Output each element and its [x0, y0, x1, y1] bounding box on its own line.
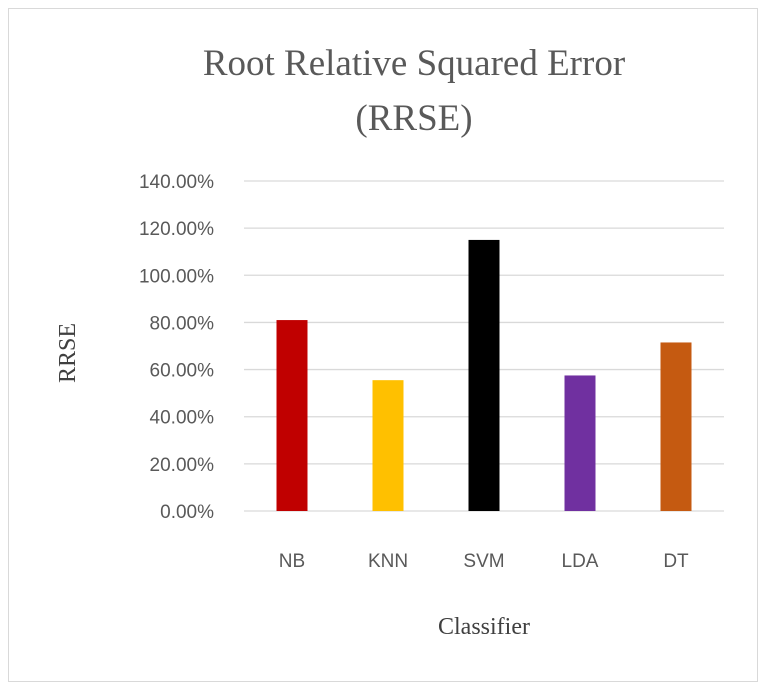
y-tick-label: 100.00%: [139, 266, 214, 287]
chart-title: Root Relative Squared Error (RRSE): [203, 43, 625, 139]
y-tick-label: 140.00%: [139, 172, 214, 193]
chart-title-line-1: Root Relative Squared Error: [203, 43, 625, 84]
y-tick-label: 20.00%: [150, 455, 215, 476]
bar-svm: [468, 239, 500, 511]
x-tick-label-svm: SVM: [463, 551, 504, 572]
x-axis-tick-labels: NB KNN SVM LDA DT: [279, 551, 689, 572]
bar-dt: [660, 342, 692, 511]
x-axis-title: Classifier: [438, 614, 530, 640]
chart-title-line-2: (RRSE): [355, 98, 472, 139]
y-axis-title: RRSE: [55, 323, 81, 383]
y-tick-label: 40.00%: [150, 408, 215, 429]
bar-lda: [564, 375, 596, 511]
x-tick-label-lda: LDA: [562, 551, 599, 572]
chart-frame: [8, 8, 758, 682]
y-axis-tick-labels: 0.00% 20.00% 40.00% 60.00% 80.00% 100.00% 120.…: [139, 172, 214, 523]
bar-nb: [276, 320, 308, 511]
bars: [276, 239, 692, 511]
bar-knn: [372, 380, 404, 511]
y-tick-label: 60.00%: [150, 361, 215, 382]
y-tick-label: 0.00%: [160, 502, 214, 523]
x-tick-label-dt: DT: [663, 551, 689, 572]
x-tick-label-nb: NB: [279, 551, 305, 572]
y-tick-label: 120.00%: [139, 219, 214, 240]
y-tick-label: 80.00%: [150, 313, 215, 334]
x-tick-label-knn: KNN: [368, 551, 408, 572]
